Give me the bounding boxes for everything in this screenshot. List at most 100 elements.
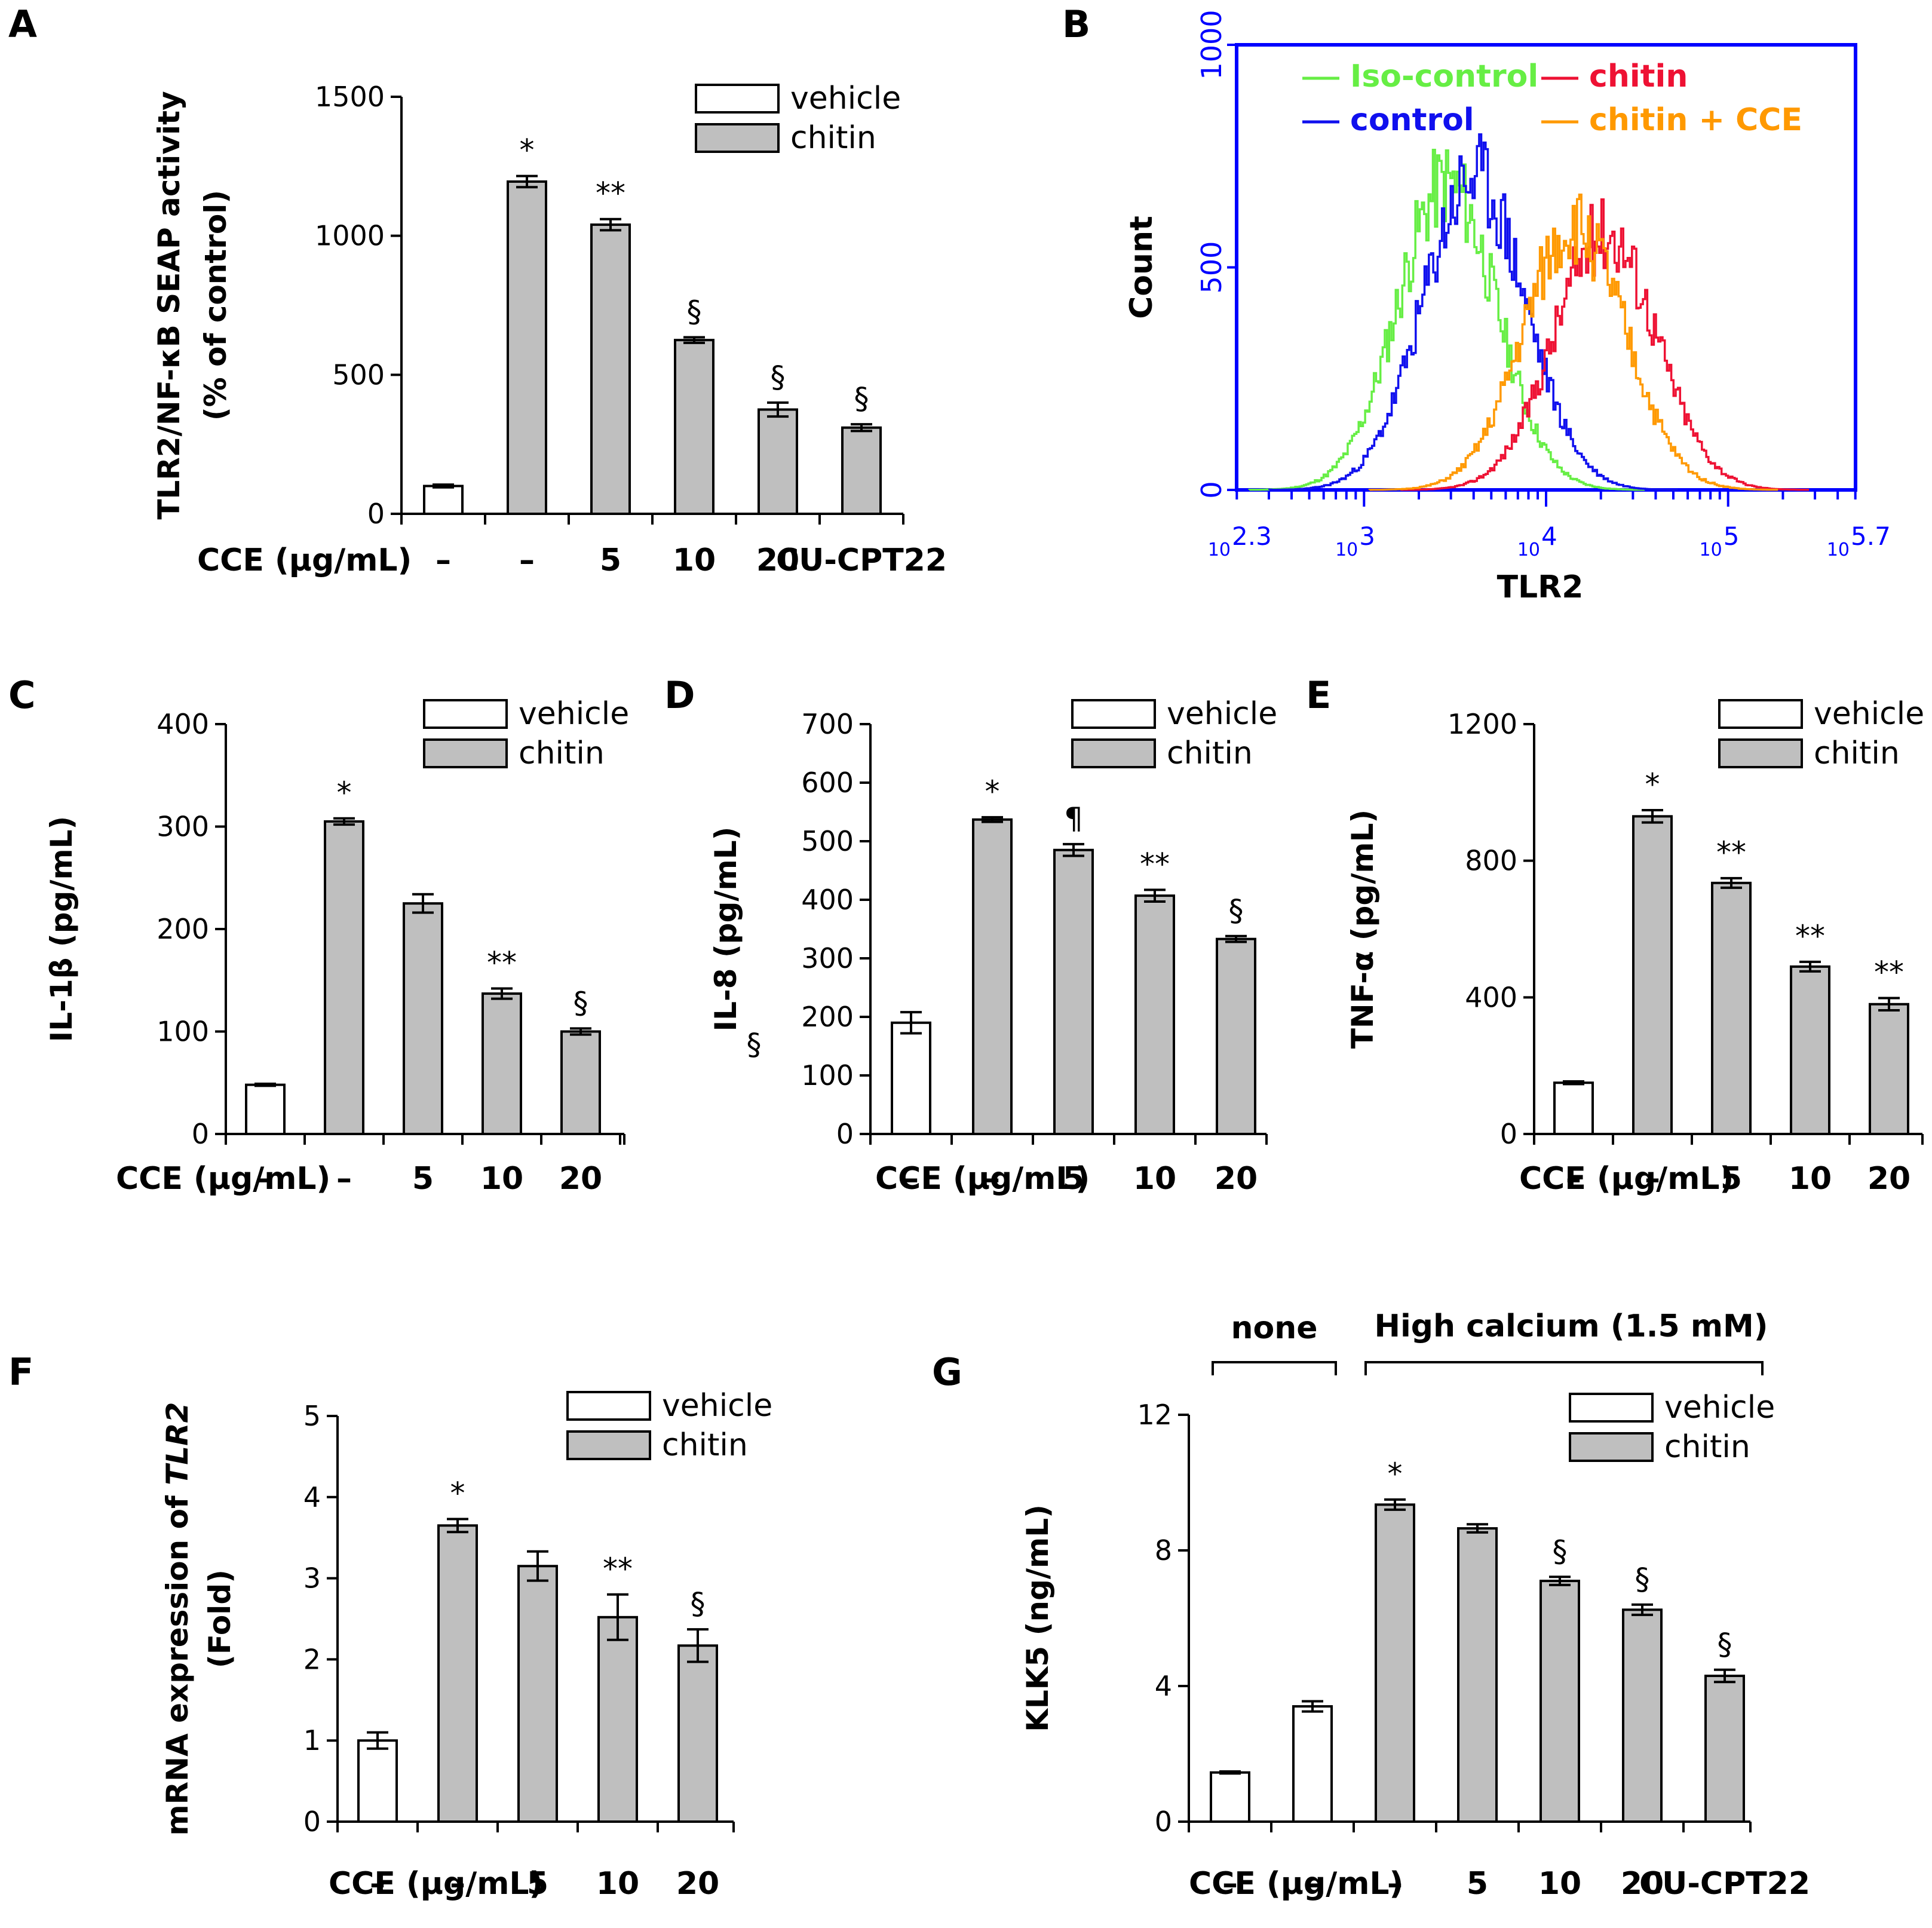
- x-category-label: 20: [559, 1161, 602, 1197]
- y-tick-label: 0: [303, 1806, 321, 1838]
- panel-letter: G: [932, 1350, 962, 1394]
- legend-label-chitin: chitin: [1664, 1429, 1750, 1465]
- bar: [1632, 815, 1673, 1135]
- significance-mark: **: [603, 1552, 633, 1586]
- y-tick-label: 200: [801, 1001, 854, 1033]
- legend-swatch-vehicle: [1071, 699, 1156, 729]
- x-tick-exponent: 5.7: [1851, 522, 1891, 551]
- significance-mark: ¶: [1064, 801, 1083, 836]
- significance-mark: §: [574, 985, 588, 1020]
- y-tick-label: 1200: [1448, 708, 1517, 740]
- y-tick-label: 3: [303, 1562, 321, 1595]
- significance-mark: *: [337, 776, 352, 810]
- significance-mark: **: [596, 176, 625, 211]
- y-tick-label: 2: [303, 1643, 321, 1675]
- significance-mark: **: [487, 945, 517, 980]
- x-category-label: 5: [412, 1161, 434, 1197]
- x-axis-title: TLR2: [1497, 569, 1584, 605]
- y-tick-label: 0: [836, 1118, 854, 1150]
- panel-G: G 0 4 8 12 – – * – 5 § 10 § 20 § CU-CPT22 CCE (μg/mL) KLK…: [932, 1308, 1810, 1902]
- y-axis-title: KLK5 (ng/mL): [1020, 1504, 1055, 1732]
- bar: [758, 408, 798, 515]
- legend-label-chitin: chitin: [1814, 735, 1900, 771]
- significance-mark: §: [854, 381, 869, 416]
- bar: [1540, 1580, 1580, 1823]
- bar: [517, 1565, 558, 1823]
- x-category-label: –: [519, 542, 535, 578]
- x-category-label: CU-CPT22: [776, 542, 947, 578]
- bar: [1704, 1674, 1745, 1823]
- bar: [1622, 1608, 1663, 1823]
- significance-mark: §: [1635, 1562, 1650, 1596]
- y-tick-label: 0: [1500, 1118, 1517, 1150]
- histogram-chitin-cce: [1368, 194, 1778, 491]
- x-tick-exponent: 5: [1724, 522, 1740, 551]
- bar: [1210, 1771, 1250, 1823]
- x-axis-title: CCE (μg/mL): [1519, 1161, 1734, 1197]
- x-category-label: 20: [1621, 1866, 1664, 1902]
- significance-mark: §: [1229, 893, 1244, 928]
- bar: [1375, 1503, 1415, 1823]
- panel-E: E 0 400 800 1200 – * – ** 5 ** 10 ** 20 CCE (μg/mL) TNF…: [1306, 673, 1924, 1197]
- bracket-none: [1212, 1361, 1337, 1375]
- legend-label-chitin: chitin: [662, 1427, 748, 1463]
- legend-label-vehicle: vehicle: [662, 1388, 772, 1424]
- significance-mark: §: [1718, 1627, 1732, 1662]
- x-category-label: 20: [756, 542, 799, 578]
- bar: [1869, 1003, 1909, 1136]
- significance-mark: §: [687, 295, 702, 329]
- x-category-label: 10: [480, 1161, 523, 1197]
- significance-mark: *: [520, 133, 535, 168]
- panel-C: C 0 100 200 300 400 – * – 5 ** 10 § 20 CCE (μg/mL) IL-1…: [8, 673, 629, 1197]
- x-category-label: 10: [596, 1866, 639, 1902]
- x-tick-base: 10: [1208, 540, 1231, 560]
- legend-swatch-vehicle: [695, 84, 780, 114]
- y-tick-label: 700: [801, 708, 854, 740]
- y-axis-title: TNF-α (pg/mL): [1345, 810, 1380, 1049]
- histogram-iso-control: [1248, 148, 1645, 491]
- condition-brackets: none High calcium (1.5 mM): [1212, 1308, 1768, 1375]
- x-category-label: 5: [527, 1866, 548, 1902]
- legend-swatch-chitin: [1718, 738, 1803, 768]
- bar: [590, 223, 631, 515]
- x-category-label: 5: [600, 542, 621, 578]
- bar: [1292, 1705, 1333, 1823]
- y-tick-label: 1: [303, 1724, 321, 1757]
- bracket-label-none: none: [1231, 1310, 1317, 1346]
- x-category-label: 5: [1721, 1161, 1742, 1197]
- x-tick-exponent: 3: [1359, 522, 1375, 551]
- legend-swatch-chitin: [1071, 738, 1156, 768]
- legend-swatch-vehicle: [423, 699, 508, 729]
- legend-label-chitin: chitin: [519, 735, 605, 771]
- bar: [245, 1083, 286, 1136]
- bar: [841, 426, 882, 515]
- y-tick-label: 400: [157, 708, 209, 740]
- legend-label-2: chitin: [1589, 59, 1688, 94]
- legend-label-chitin: chitin: [1167, 735, 1253, 771]
- x-category-label: –: [450, 1866, 465, 1902]
- significance-mark: **: [1874, 955, 1904, 989]
- bracket-high-calcium: [1364, 1361, 1764, 1375]
- significance-mark: *: [1645, 767, 1660, 802]
- x-axis-title: CCE (μg/mL): [197, 542, 412, 578]
- y-tick-label: 100: [157, 1016, 209, 1048]
- bar: [1457, 1527, 1498, 1823]
- x-tick-exponent: 2.3: [1232, 522, 1272, 551]
- significance-mark: §: [771, 360, 786, 394]
- legend-label-chitin: chitin: [790, 120, 876, 156]
- y-tick-label: 500: [801, 825, 854, 857]
- y-tick-label: 4: [1155, 1670, 1172, 1702]
- x-category-label: 10: [1789, 1161, 1832, 1197]
- y-tick-label: 800: [1465, 845, 1517, 877]
- bar: [674, 339, 714, 516]
- bar: [423, 485, 464, 516]
- y-tick-label: 0: [1195, 481, 1228, 498]
- bar: [482, 992, 522, 1136]
- y-tick-label: 400: [801, 884, 854, 916]
- significance-mark: **: [1140, 847, 1170, 881]
- x-axis-title: CCE (μg/mL): [116, 1161, 330, 1197]
